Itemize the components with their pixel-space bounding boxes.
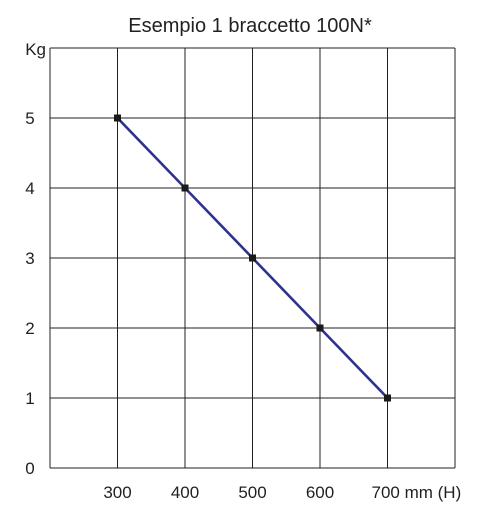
data-point [181, 184, 189, 192]
x-tick-label: 400 [171, 483, 199, 502]
y-tick-label: 3 [25, 249, 34, 268]
x-tick-label: 700 mm (H) [372, 483, 462, 502]
y-tick-label: 4 [25, 179, 34, 198]
data-point [249, 254, 256, 262]
x-tick-label: 300 [103, 483, 131, 502]
y-tick-label: 5 [25, 109, 34, 128]
x-axis-ticks: 300 400 500 600 700 mm (H) [103, 483, 461, 502]
y-tick-label: 2 [25, 319, 34, 338]
grid [49, 47, 456, 469]
y-axis-ticks: 0 1 2 3 4 5 [25, 109, 34, 478]
y-tick-label: 0 [25, 459, 34, 478]
y-tick-label: 1 [25, 389, 34, 408]
x-tick-label: 500 [238, 483, 266, 502]
data-point [384, 394, 391, 402]
y-axis-label: Kg [25, 40, 46, 59]
series-layer [114, 114, 391, 402]
data-point [316, 324, 324, 332]
chart-title: Esempio 1 braccetto 100N* [128, 15, 372, 37]
x-tick-label: 600 [306, 483, 334, 502]
data-point [114, 114, 121, 122]
